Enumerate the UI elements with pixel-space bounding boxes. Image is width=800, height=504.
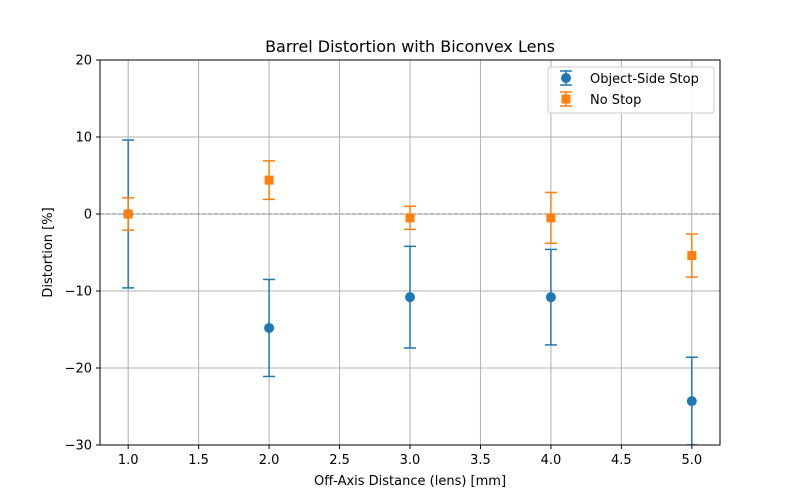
x-tick-label: 4.0 (541, 453, 562, 468)
y-tick-label: −10 (65, 285, 92, 300)
data-point (687, 251, 697, 261)
data-point (405, 292, 415, 303)
chart-title: Barrel Distortion with Biconvex Lens (265, 37, 555, 56)
x-tick-label: 2.0 (259, 453, 280, 468)
x-tick-label: 3.5 (470, 453, 491, 468)
y-tick-label: 10 (75, 131, 92, 146)
data-point (264, 175, 274, 185)
x-tick-label: 2.5 (329, 453, 350, 468)
legend: Object-Side Stop No Stop (547, 66, 715, 114)
x-tick-label: 1.0 (118, 453, 139, 468)
data-point (545, 292, 556, 303)
data-point (405, 213, 415, 223)
x-tick-label: 3.0 (400, 453, 421, 468)
x-tick-label: 4.5 (611, 453, 632, 468)
y-axis-label: Distortion [%] (41, 207, 56, 297)
y-tick-label: −20 (65, 362, 92, 377)
legend-label: No Stop (590, 93, 641, 108)
data-point (123, 209, 133, 219)
x-axis-label: Off-Axis Distance (lens) [mm] (314, 474, 506, 489)
x-tick-label: 1.5 (188, 453, 209, 468)
data-point (264, 322, 275, 333)
x-axis-ticks: 1.0 1.5 2.0 2.5 3.0 3.5 4.0 4.5 5.0 (118, 445, 702, 468)
data-point (546, 213, 556, 223)
data-point (686, 396, 697, 407)
y-tick-label: 20 (75, 54, 92, 69)
legend-marker (561, 73, 571, 83)
y-tick-label: −30 (65, 439, 92, 454)
y-tick-label: 0 (84, 208, 92, 223)
legend-label: Object-Side Stop (590, 72, 699, 87)
series-layer (122, 139, 698, 445)
legend-box (547, 66, 715, 114)
legend-marker (561, 94, 571, 104)
series-1 (122, 160, 698, 278)
x-tick-label: 5.0 (681, 453, 702, 468)
y-axis-ticks: −30 −20 −10 0 10 20 (65, 54, 100, 454)
